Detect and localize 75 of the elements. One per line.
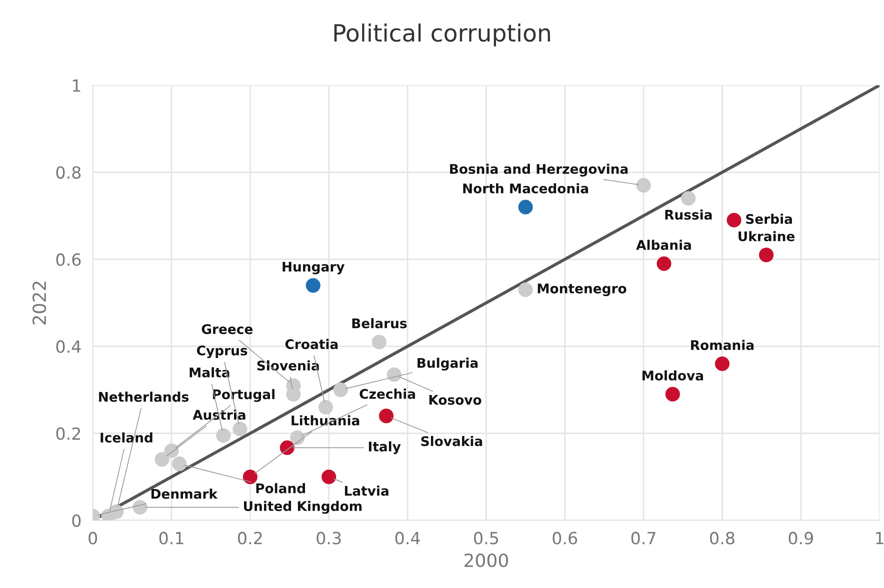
x-tick-label: 0.8 xyxy=(710,532,734,544)
annotation: Iceland xyxy=(100,432,152,443)
y-tick-label: 0 xyxy=(72,514,81,527)
y-tick-label: 0.8 xyxy=(56,166,81,179)
y-tick-label: 0.2 xyxy=(56,427,80,440)
annotation: Austria xyxy=(192,410,246,420)
point xyxy=(154,452,170,467)
point xyxy=(681,191,696,206)
point xyxy=(714,356,730,372)
annotation: Denmark xyxy=(151,488,218,499)
point xyxy=(518,282,533,298)
x-tick-label: 1 xyxy=(876,532,884,544)
point xyxy=(518,200,533,214)
point xyxy=(306,278,320,293)
annotation: Albania xyxy=(636,240,691,250)
x-tick-label: 0.4 xyxy=(395,532,420,544)
annotation: Belarus xyxy=(352,318,407,328)
point xyxy=(333,382,348,398)
point xyxy=(386,367,402,382)
annotation: Greece xyxy=(202,324,253,334)
x-tick-label: 0.3 xyxy=(316,532,341,544)
point xyxy=(636,178,651,193)
point xyxy=(656,256,672,271)
x-tick-label: 0.9 xyxy=(788,532,813,544)
annotation: Netherlands xyxy=(99,392,188,402)
annotation: Latvia xyxy=(344,486,388,496)
point xyxy=(322,470,336,484)
annotation: North Macedonia xyxy=(463,183,588,194)
point xyxy=(242,470,258,484)
point xyxy=(372,334,386,350)
annotation: Romania xyxy=(691,340,754,350)
x-tick-label: 0.1 xyxy=(159,532,184,544)
point xyxy=(172,456,187,472)
annotation: Montenegro xyxy=(538,284,626,296)
annotation: Bosnia and Herzegovina xyxy=(450,164,628,177)
annotation: Poland xyxy=(256,483,305,494)
annotation: Kosovo xyxy=(429,395,482,405)
chart-title: Political corruption xyxy=(334,24,550,46)
point xyxy=(109,504,124,519)
x-tick-label: 0.7 xyxy=(631,532,656,544)
y-tick-label: 0.6 xyxy=(56,253,81,266)
point xyxy=(379,408,394,424)
annotation: Slovakia xyxy=(421,436,482,446)
point xyxy=(132,500,148,515)
x-tick-label: 0 xyxy=(88,532,98,544)
point xyxy=(164,443,179,458)
point xyxy=(216,428,231,443)
annotation: Italy xyxy=(368,441,401,454)
annotation: Ukraine xyxy=(738,231,795,242)
y-tick-label: 0.4 xyxy=(56,340,81,353)
annotation: Serbia xyxy=(746,214,792,224)
x-axis-title: 2000 xyxy=(464,553,508,568)
point xyxy=(759,248,774,262)
x-tick-label: 0.5 xyxy=(474,532,498,544)
point xyxy=(290,430,305,445)
point xyxy=(318,400,333,415)
annotation: Slovenia xyxy=(257,360,319,371)
annotation: Czechia xyxy=(360,388,415,399)
point xyxy=(665,386,680,402)
annotation: Croatia xyxy=(285,338,338,350)
x-tick-label: 0.2 xyxy=(238,532,262,544)
annotation: Malta xyxy=(190,367,230,378)
annotation: Moldova xyxy=(642,370,703,381)
annotation: Bulgaria xyxy=(418,358,478,371)
point xyxy=(232,422,248,436)
annotation: Portugal xyxy=(212,389,274,402)
y-tick-label: 1 xyxy=(72,79,80,92)
y-axis-title: 2022 xyxy=(32,282,46,324)
annotation: Lithuania xyxy=(292,415,360,426)
x-tick-label: 0.6 xyxy=(552,532,578,544)
annotation: Hungary xyxy=(282,262,345,274)
annotation: Russia xyxy=(665,210,712,220)
annotation: Cyprus xyxy=(196,346,248,358)
annotation: United Kingdom xyxy=(244,500,362,514)
point xyxy=(726,212,742,228)
